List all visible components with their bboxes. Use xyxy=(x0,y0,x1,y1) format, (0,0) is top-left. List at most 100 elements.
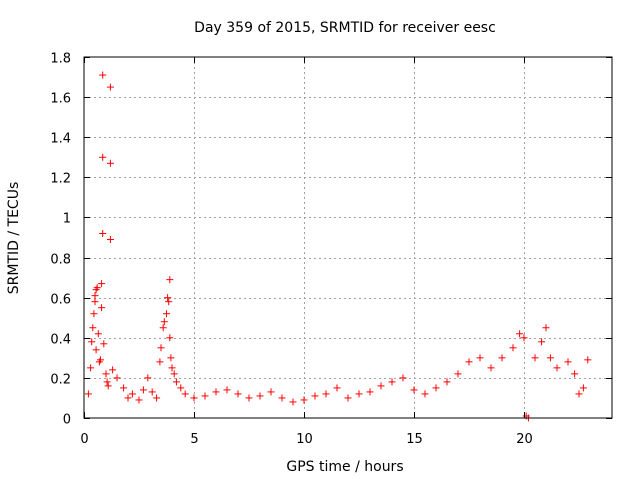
y-tick-label: 0.8 xyxy=(50,253,71,268)
data-point xyxy=(100,340,108,348)
data-point xyxy=(113,374,121,382)
data-point xyxy=(97,356,104,364)
data-point xyxy=(139,386,147,394)
data-point xyxy=(124,394,132,402)
y-tick-label: 0 xyxy=(63,413,71,428)
data-point xyxy=(99,71,107,79)
data-point xyxy=(399,374,407,382)
data-point xyxy=(106,83,114,91)
data-point xyxy=(166,276,174,284)
data-point xyxy=(163,310,170,318)
plot-frame xyxy=(83,56,613,419)
y-tick-label: 1.4 xyxy=(50,132,71,147)
data-point xyxy=(355,390,363,398)
chart-title: Day 359 of 2015, SRMTID for receiver ees… xyxy=(194,20,496,36)
data-point xyxy=(366,388,374,396)
data-point xyxy=(212,388,220,396)
data-point xyxy=(135,396,143,404)
data-point xyxy=(120,384,128,392)
y-tick-label: 0.6 xyxy=(50,293,71,308)
data-point xyxy=(234,390,242,398)
data-point xyxy=(410,386,418,394)
data-point xyxy=(167,354,175,362)
data-point xyxy=(168,364,176,372)
data-point xyxy=(553,364,561,372)
data-point xyxy=(160,318,168,326)
data-point xyxy=(103,378,111,386)
x-tick-label: 15 xyxy=(406,432,423,447)
data-point xyxy=(520,334,528,342)
data-point xyxy=(94,330,102,338)
data-point xyxy=(538,338,546,346)
x-tick-label: 5 xyxy=(190,432,198,447)
data-point xyxy=(584,356,592,364)
data-point xyxy=(98,304,106,312)
data-point xyxy=(432,384,440,392)
data-point xyxy=(144,374,152,382)
data-point xyxy=(256,392,264,400)
data-point xyxy=(104,382,112,390)
data-point xyxy=(177,384,185,392)
data-point xyxy=(498,354,506,362)
data-point xyxy=(99,153,107,161)
data-point xyxy=(388,378,396,386)
data-point xyxy=(531,354,539,362)
data-point xyxy=(223,386,231,394)
data-point xyxy=(377,382,385,390)
y-tick-label: 1.2 xyxy=(50,172,71,187)
data-points xyxy=(84,71,592,422)
data-point xyxy=(106,159,114,167)
data-point xyxy=(300,396,308,404)
data-point xyxy=(465,358,473,366)
data-point xyxy=(128,390,136,398)
data-point xyxy=(102,370,110,378)
y-axis-label: SRMTID / TECUs xyxy=(6,182,22,295)
data-point xyxy=(421,390,429,398)
x-tick-label: 0 xyxy=(80,432,88,447)
data-point xyxy=(92,346,100,354)
data-point xyxy=(91,292,99,300)
data-point xyxy=(443,378,451,386)
x-tick-label: 10 xyxy=(296,432,313,447)
data-point xyxy=(157,344,165,352)
data-point xyxy=(106,236,114,244)
data-point xyxy=(546,354,554,362)
data-point xyxy=(148,388,156,396)
data-point xyxy=(201,392,209,400)
data-point xyxy=(172,378,180,386)
data-point xyxy=(90,310,98,318)
data-point xyxy=(311,392,319,400)
tick-layer: 0 0.2 0.4 0.6 0.8 1 1.2 1.4 1.6 1.8 0 5 10 15 20 xyxy=(50,52,612,447)
data-point xyxy=(159,324,167,332)
data-point xyxy=(89,324,97,332)
data-point xyxy=(165,298,173,306)
data-point xyxy=(245,394,253,402)
data-point xyxy=(454,370,462,378)
data-point xyxy=(190,394,198,402)
data-point xyxy=(542,324,550,332)
x-axis-label: GPS time / hours xyxy=(286,459,403,475)
y-tick-label: 0.4 xyxy=(50,333,71,348)
data-point xyxy=(487,364,495,372)
data-point xyxy=(322,390,330,398)
data-point xyxy=(344,394,352,402)
x-tick-label: 20 xyxy=(516,432,533,447)
y-tick-label: 1.6 xyxy=(50,92,71,107)
data-point xyxy=(164,294,172,302)
data-point xyxy=(267,388,275,396)
data-point xyxy=(170,370,178,378)
grid-layer xyxy=(84,57,612,418)
data-point xyxy=(278,394,286,402)
y-tick-label: 0.2 xyxy=(50,373,71,388)
data-point xyxy=(333,384,341,392)
data-point xyxy=(575,390,583,398)
data-point xyxy=(181,390,189,398)
data-point xyxy=(509,344,517,352)
data-point xyxy=(166,334,174,342)
data-point xyxy=(109,366,117,374)
data-point xyxy=(91,298,99,306)
y-tick-label: 1 xyxy=(63,212,71,227)
data-point xyxy=(153,394,161,402)
data-point xyxy=(156,358,164,366)
